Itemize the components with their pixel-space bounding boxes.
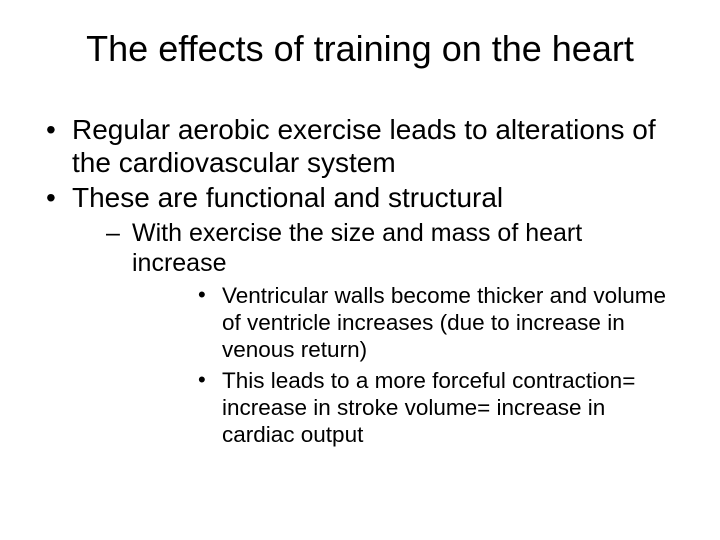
- bullet-text: With exercise the size and mass of heart…: [132, 219, 582, 277]
- slide: The effects of training on the heart Reg…: [0, 0, 720, 540]
- bullet-text: These are functional and structural: [72, 182, 503, 213]
- bullet-list-level2: With exercise the size and mass of heart…: [72, 218, 680, 448]
- bullet-l3: Ventricular walls become thicker and vol…: [132, 282, 680, 363]
- bullet-l1: These are functional and structural With…: [40, 181, 680, 448]
- bullet-l1: Regular aerobic exercise leads to altera…: [40, 113, 680, 179]
- bullet-text: This leads to a more forceful contractio…: [222, 368, 635, 447]
- bullet-text: Ventricular walls become thicker and vol…: [222, 283, 666, 362]
- bullet-list-level1: Regular aerobic exercise leads to altera…: [40, 113, 680, 448]
- bullet-list-level3: Ventricular walls become thicker and vol…: [132, 282, 680, 448]
- bullet-l2: With exercise the size and mass of heart…: [72, 218, 680, 448]
- slide-title: The effects of training on the heart: [40, 28, 680, 69]
- bullet-text: Regular aerobic exercise leads to altera…: [72, 114, 656, 178]
- bullet-l3: This leads to a more forceful contractio…: [132, 367, 680, 448]
